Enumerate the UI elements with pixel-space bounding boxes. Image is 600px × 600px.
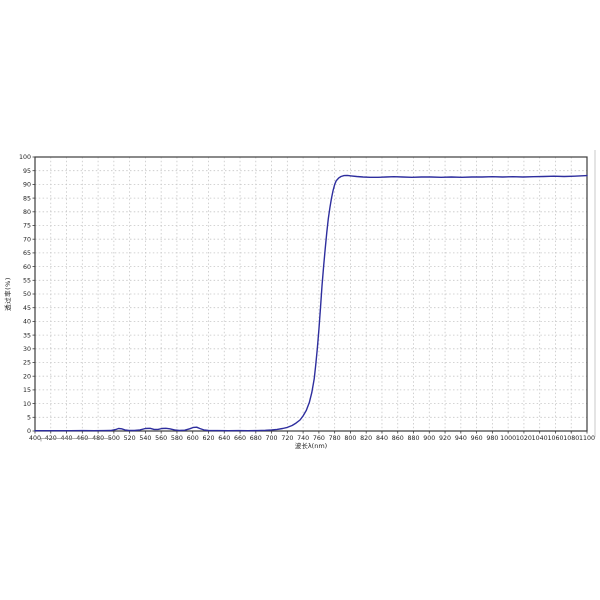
x-axis-title: 波长λ(nm) [294, 442, 328, 450]
y-tick-label: 35 [23, 332, 31, 339]
x-tick-label: 700 [266, 435, 278, 442]
x-tick-label: 1000 [500, 435, 516, 442]
x-tick-label: 600 [187, 435, 199, 442]
x-tick-label: 400 [29, 435, 41, 442]
y-tick-label: 25 [23, 360, 31, 367]
x-tick-label: 1060 [547, 435, 563, 442]
y-tick-label: 40 [23, 319, 31, 326]
x-tick-label: 500 [108, 435, 120, 442]
x-tick-label: 820 [360, 435, 372, 442]
y-tick-label: 65 [23, 250, 31, 257]
x-tick-label: 1020 [516, 435, 532, 442]
x-tick-label: 540 [139, 435, 151, 442]
x-tick-label: 680 [250, 435, 262, 442]
x-tick-label: 720 [281, 435, 293, 442]
y-tick-label: 95 [23, 168, 31, 175]
transmission-curve [34, 174, 588, 432]
y-tick-label: 60 [23, 264, 31, 271]
y-tick-label: 90 [23, 182, 31, 189]
x-tick-label: 940 [455, 435, 467, 442]
x-tick-label: 660 [234, 435, 246, 442]
x-tick-label: 580 [171, 435, 183, 442]
x-tick-label: 520 [124, 435, 136, 442]
x-tick-label: 1040 [532, 435, 548, 442]
y-tick-label: 30 [23, 346, 31, 353]
x-tick-label: 960 [471, 435, 483, 442]
y-tick-label: 75 [23, 223, 31, 230]
x-tick-label: 780 [329, 435, 341, 442]
x-tick-label: 860 [392, 435, 404, 442]
x-tick-label: 920 [439, 435, 451, 442]
y-tick-label: 80 [23, 209, 31, 216]
x-tick-label: 900 [423, 435, 435, 442]
x-tick-label: 620 [202, 435, 214, 442]
x-tick-label: 980 [486, 435, 498, 442]
x-tick-label: 740 [297, 435, 309, 442]
x-tick-label: 880 [407, 435, 419, 442]
y-tick-label: 55 [23, 278, 31, 285]
y-tick-label: 20 [23, 373, 31, 380]
x-tick-label: 760 [313, 435, 325, 442]
y-tick-label: 85 [23, 195, 31, 202]
y-tick-label: 100 [19, 154, 31, 161]
x-tick-label: 560 [155, 435, 167, 442]
y-tick-label: 15 [23, 387, 31, 394]
x-tick-label: 640 [218, 435, 230, 442]
y-tick-label: 50 [23, 291, 31, 298]
y-axis-title: 透过率(%) [4, 277, 12, 311]
x-tick-label: 1100 [579, 435, 595, 442]
y-tick-label: 45 [23, 305, 31, 312]
plot-frame [34, 156, 588, 432]
x-tick-label: 800 [344, 435, 356, 442]
y-tick-label: 0 [27, 428, 31, 435]
y-tick-label: 70 [23, 236, 31, 243]
x-tick-label: 840 [376, 435, 388, 442]
y-tick-label: 10 [23, 401, 31, 408]
x-tick-label: 1080 [563, 435, 579, 442]
y-tick-label: 5 [27, 415, 31, 422]
underline-mark-artifact [40, 438, 113, 442]
